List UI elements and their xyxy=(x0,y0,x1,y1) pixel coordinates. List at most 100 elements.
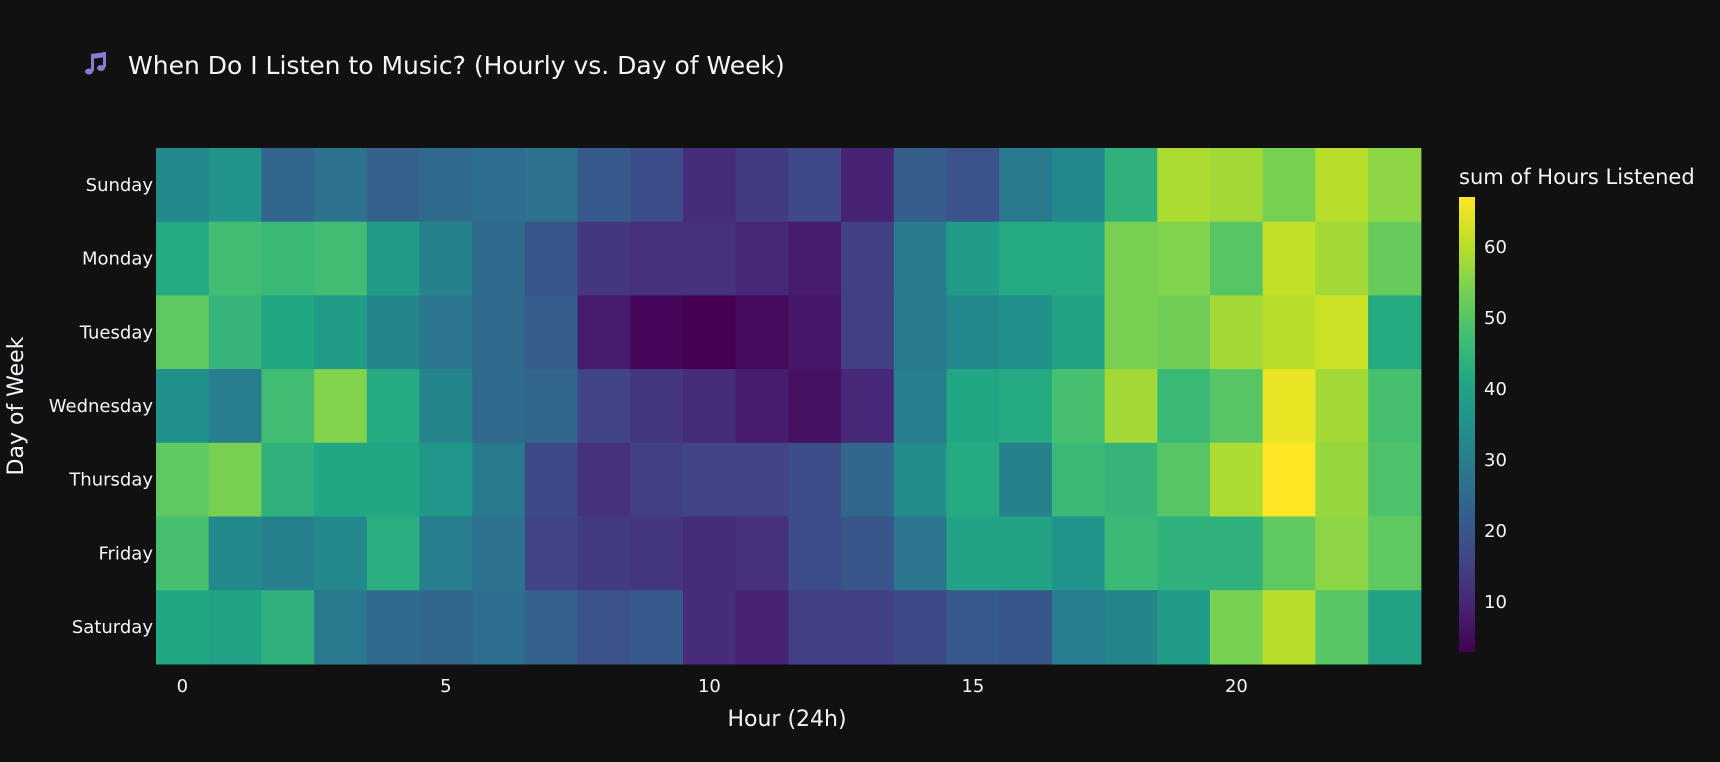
colorbar-tick-label: 60 xyxy=(1484,237,1507,258)
x-tick-label: 0 xyxy=(177,676,188,697)
heatmap-cell xyxy=(1262,221,1316,296)
y-tick-label: Monday xyxy=(82,249,153,270)
heatmap-cell xyxy=(419,148,473,223)
heatmap-cell xyxy=(1051,369,1106,444)
y-tick-label: Sunday xyxy=(86,175,154,196)
heatmap-cell xyxy=(366,369,421,444)
heatmap-cell xyxy=(419,516,473,591)
colorbar-tick-label: 30 xyxy=(1484,450,1507,471)
heatmap-cell xyxy=(577,590,631,665)
heatmap-cell xyxy=(314,442,368,518)
heatmap-cell xyxy=(472,295,526,370)
heatmap-cell xyxy=(366,516,421,591)
y-tick-label: Friday xyxy=(98,543,153,564)
heatmap-cell xyxy=(577,442,631,518)
heatmap-cell xyxy=(788,295,842,370)
heatmap-cell xyxy=(1104,221,1158,296)
heatmap-cell xyxy=(1262,442,1316,518)
y-tick-label: Saturday xyxy=(72,617,153,638)
heatmap-cell xyxy=(683,442,737,518)
heatmap-cell xyxy=(841,590,895,665)
y-tick-label: Wednesday xyxy=(49,396,154,417)
heatmap-cell xyxy=(1104,442,1158,518)
heatmap-cell xyxy=(1210,516,1264,591)
heatmap-cell xyxy=(1315,442,1369,518)
heatmap-cell xyxy=(1315,516,1369,591)
heatmap-cell xyxy=(893,442,948,518)
heatmap-cell xyxy=(893,516,948,591)
heatmap-cell xyxy=(630,516,684,591)
colorbar-tick-label: 40 xyxy=(1484,379,1507,400)
heatmap-cell xyxy=(261,442,315,518)
heatmap-cell xyxy=(524,369,579,444)
heatmap-cell xyxy=(999,369,1053,444)
colorbar: sum of Hours Listened 10 20 30 40 50 60 xyxy=(1459,165,1695,652)
heatmap-cell xyxy=(1104,590,1158,665)
heatmap-cell xyxy=(735,221,789,296)
heatmap-cell xyxy=(946,442,1000,518)
heatmap-cell xyxy=(841,295,895,370)
heatmap-cell xyxy=(1368,516,1422,591)
heatmap-cell xyxy=(1210,148,1264,223)
heatmap-cell xyxy=(630,295,684,370)
heatmap-cell xyxy=(1210,590,1264,665)
heatmap-cell xyxy=(524,442,579,518)
heatmap-cell xyxy=(1157,148,1211,223)
heatmap-cell xyxy=(577,148,631,223)
colorbar-title: sum of Hours Listened xyxy=(1459,165,1695,189)
heatmap-cell xyxy=(1051,590,1106,665)
y-axis-title: Day of Week xyxy=(4,336,29,475)
heatmap-cell xyxy=(788,221,842,296)
heatmap-cell xyxy=(524,590,579,665)
heatmap-cell xyxy=(788,442,842,518)
heatmap-cell xyxy=(314,516,368,591)
heatmap-cell xyxy=(999,590,1053,665)
heatmap-cell xyxy=(683,590,737,665)
colorbar-tick-label: 50 xyxy=(1484,308,1507,329)
heatmap-cell xyxy=(1368,295,1422,370)
heatmap-cell xyxy=(1262,369,1316,444)
heatmap-cell xyxy=(735,295,789,370)
title-group: When Do I Listen to Music? (Hourly vs. D… xyxy=(85,51,785,80)
heatmap-cell xyxy=(419,590,473,665)
colorbar-tick-label: 10 xyxy=(1484,592,1507,613)
heatmap-cell xyxy=(208,369,262,444)
heatmap-cell xyxy=(208,442,262,518)
heatmap-cell xyxy=(261,369,315,444)
y-tick-label: Thursday xyxy=(68,470,153,491)
heatmap-cell xyxy=(683,516,737,591)
heatmap-cell xyxy=(1210,442,1264,518)
x-axis-ticks: 0 5 10 15 20 xyxy=(177,676,1248,697)
heatmap-cell xyxy=(788,369,842,444)
heatmap-cell xyxy=(1157,442,1211,518)
heatmap-cell xyxy=(524,148,579,223)
heatmap-cell xyxy=(1262,516,1316,591)
heatmap-cell xyxy=(1051,516,1106,591)
x-axis-title: Hour (24h) xyxy=(727,707,846,732)
heatmap-cell xyxy=(524,516,579,591)
heatmap-cell xyxy=(735,442,789,518)
heatmap-cell xyxy=(1104,369,1158,444)
heatmap-cell xyxy=(419,221,473,296)
heatmap-cell xyxy=(999,442,1053,518)
heatmap-cell xyxy=(1210,295,1264,370)
heatmap-cell xyxy=(946,590,1000,665)
heatmap-cell xyxy=(577,516,631,591)
heatmap-cell xyxy=(472,516,526,591)
heatmap-cell xyxy=(683,148,737,223)
heatmap-cell xyxy=(735,148,789,223)
heatmap-cell xyxy=(419,295,473,370)
heatmap-cell xyxy=(577,369,631,444)
heatmap-cell xyxy=(472,590,526,665)
heatmap-cell xyxy=(630,148,684,223)
heatmap-cell xyxy=(735,369,789,444)
heatmap-cell xyxy=(1051,295,1106,370)
x-tick-label: 10 xyxy=(698,676,721,697)
heatmap-cell xyxy=(156,295,210,370)
heatmap-cell xyxy=(472,442,526,518)
heatmap-cell xyxy=(893,590,948,665)
heatmap-cell xyxy=(261,295,315,370)
heatmap-cell xyxy=(314,148,368,223)
heatmap-cell xyxy=(683,221,737,296)
heatmap-cell xyxy=(1157,221,1211,296)
